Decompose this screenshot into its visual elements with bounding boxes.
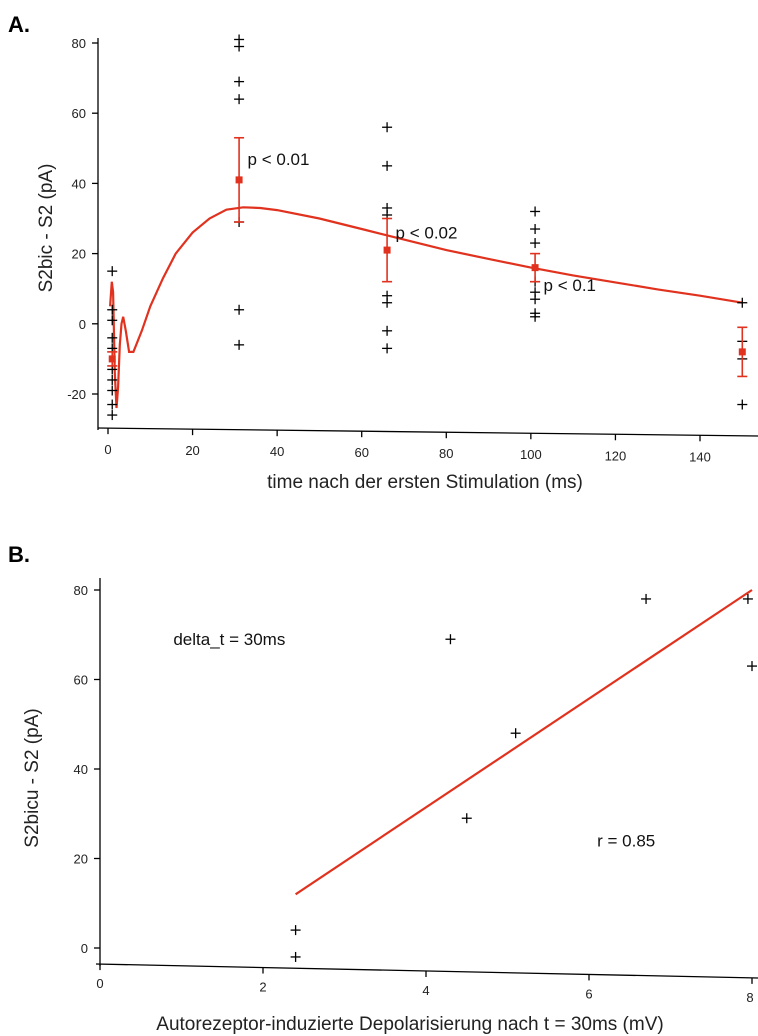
panel-b-data-point <box>747 661 757 671</box>
panel-a-data-point <box>107 305 117 315</box>
panel-a-x-tick-label: 140 <box>689 449 711 464</box>
panel-b-annotation: delta_t = 30ms <box>173 630 285 649</box>
panel-a-x-tick-label: 120 <box>605 448 627 463</box>
panel-a-data-point <box>530 224 540 234</box>
panel-b-x-tick-label: 2 <box>259 980 266 995</box>
panel-a-data-point <box>234 94 244 104</box>
panel-a-mean-square <box>384 247 391 254</box>
panel-a-data-point <box>382 326 392 336</box>
panel-a-mean-marker <box>382 219 392 282</box>
panel-b-x-tick-label: 6 <box>585 986 592 1001</box>
panel-a-data-point <box>530 206 540 216</box>
panel-a-mean-marker <box>530 254 540 282</box>
panel-b-data-point <box>291 925 301 935</box>
panel-a-y-axis-title: S2bic - S2 (pA) <box>36 164 57 293</box>
panel-b-data-point <box>511 728 521 738</box>
panel-a-label: A. <box>8 12 30 37</box>
panel-b-x-tick-label: 4 <box>422 983 429 998</box>
panel-b-y-tick-label: 40 <box>74 762 88 777</box>
panel-b-data-point <box>445 634 455 644</box>
panel-a-mean-marker <box>737 327 747 376</box>
panel-b-data-point <box>291 952 301 962</box>
panel-a-x-tick-label: 40 <box>270 444 284 459</box>
panel-b-y-tick-label: 20 <box>74 852 88 867</box>
panel-a-x-tick-label: 100 <box>520 447 542 462</box>
panel-b-data-point <box>641 594 651 604</box>
panel-a-x-axis-title: time nach der ersten Stimulation (ms) <box>267 472 583 493</box>
panel-a-y-tick-label: 20 <box>72 247 86 262</box>
panel-a-data-point <box>530 294 540 304</box>
panel-a-y-tick-label: 40 <box>72 176 86 191</box>
panel-a-data-point <box>737 400 747 410</box>
panel-a-y-tick-label: -20 <box>67 387 86 402</box>
panel-b: B. S2bicu - S2 (pA) Autorezeptor-induzie… <box>8 542 758 1035</box>
panel-b-x-axis <box>96 964 758 978</box>
panel-a-y-tick-label: 80 <box>72 36 86 51</box>
panel-a-x-axis <box>98 428 758 436</box>
panel-a-data-point <box>382 343 392 353</box>
panel-a-mean-square <box>532 264 539 271</box>
panel-b-fit-line <box>296 590 752 894</box>
panel-a-data-point <box>107 266 117 276</box>
panel-a-x-tick-label: 60 <box>354 445 368 460</box>
panel-a-annotation: p < 0.01 <box>248 150 310 169</box>
panel-a-data-point <box>107 333 117 343</box>
panel-b-y-tick-label: 80 <box>74 583 88 598</box>
panel-a-data-point <box>382 161 392 171</box>
panel-a: A. S2bic - S2 (pA) time nach der ersten … <box>8 12 758 493</box>
panel-a-mean-square <box>739 348 746 355</box>
panel-b-y-tick-label: 0 <box>81 941 88 956</box>
panel-a-data-point <box>382 122 392 132</box>
panel-a-data-point <box>107 315 117 325</box>
panel-a-annotation: p < 0.1 <box>544 276 596 295</box>
panel-b-x-tick-label: 8 <box>746 990 753 1005</box>
panel-a-data-point <box>234 340 244 350</box>
panel-b-annotation: r = 0.85 <box>597 832 655 851</box>
panel-b-data-point <box>462 813 472 823</box>
panel-a-data-point <box>234 305 244 315</box>
panel-a-y-tick-label: 60 <box>72 106 86 121</box>
panel-b-x-tick-label: 0 <box>96 976 103 991</box>
panel-a-mean-square <box>236 176 243 183</box>
panel-a-y-tick-label: 0 <box>79 317 86 332</box>
panel-a-plot-area: -20 0 20 40 60 80 0 20 40 60 80 100 120 140 p < 0.01 p … <box>67 34 758 464</box>
panel-a-x-tick-label: 80 <box>439 446 453 461</box>
panel-a-annotation: p < 0.02 <box>396 224 458 243</box>
panel-a-mean-square <box>109 355 116 362</box>
panel-a-x-tick-label: 0 <box>104 442 111 457</box>
panel-a-data-point <box>234 42 244 52</box>
panel-a-data-point <box>530 238 540 248</box>
panel-b-y-axis-title: S2bicu - S2 (pA) <box>22 708 43 847</box>
panel-a-data-point <box>234 77 244 87</box>
panel-b-x-axis-title: Autorezeptor-induzierte Depolarisierung … <box>156 1014 663 1035</box>
panel-b-plot-area: 0 20 40 60 80 0 2 4 6 8 delta_t = 30ms r = 0.85 <box>74 578 758 1005</box>
panel-a-data-point <box>737 298 747 308</box>
panel-a-x-tick-label: 20 <box>185 443 199 458</box>
panel-a-data-point <box>382 298 392 308</box>
panel-b-y-tick-label: 60 <box>74 673 88 688</box>
panel-b-label: B. <box>8 542 30 567</box>
panel-a-mean-marker <box>107 352 117 366</box>
panel-a-data-point <box>107 410 117 420</box>
